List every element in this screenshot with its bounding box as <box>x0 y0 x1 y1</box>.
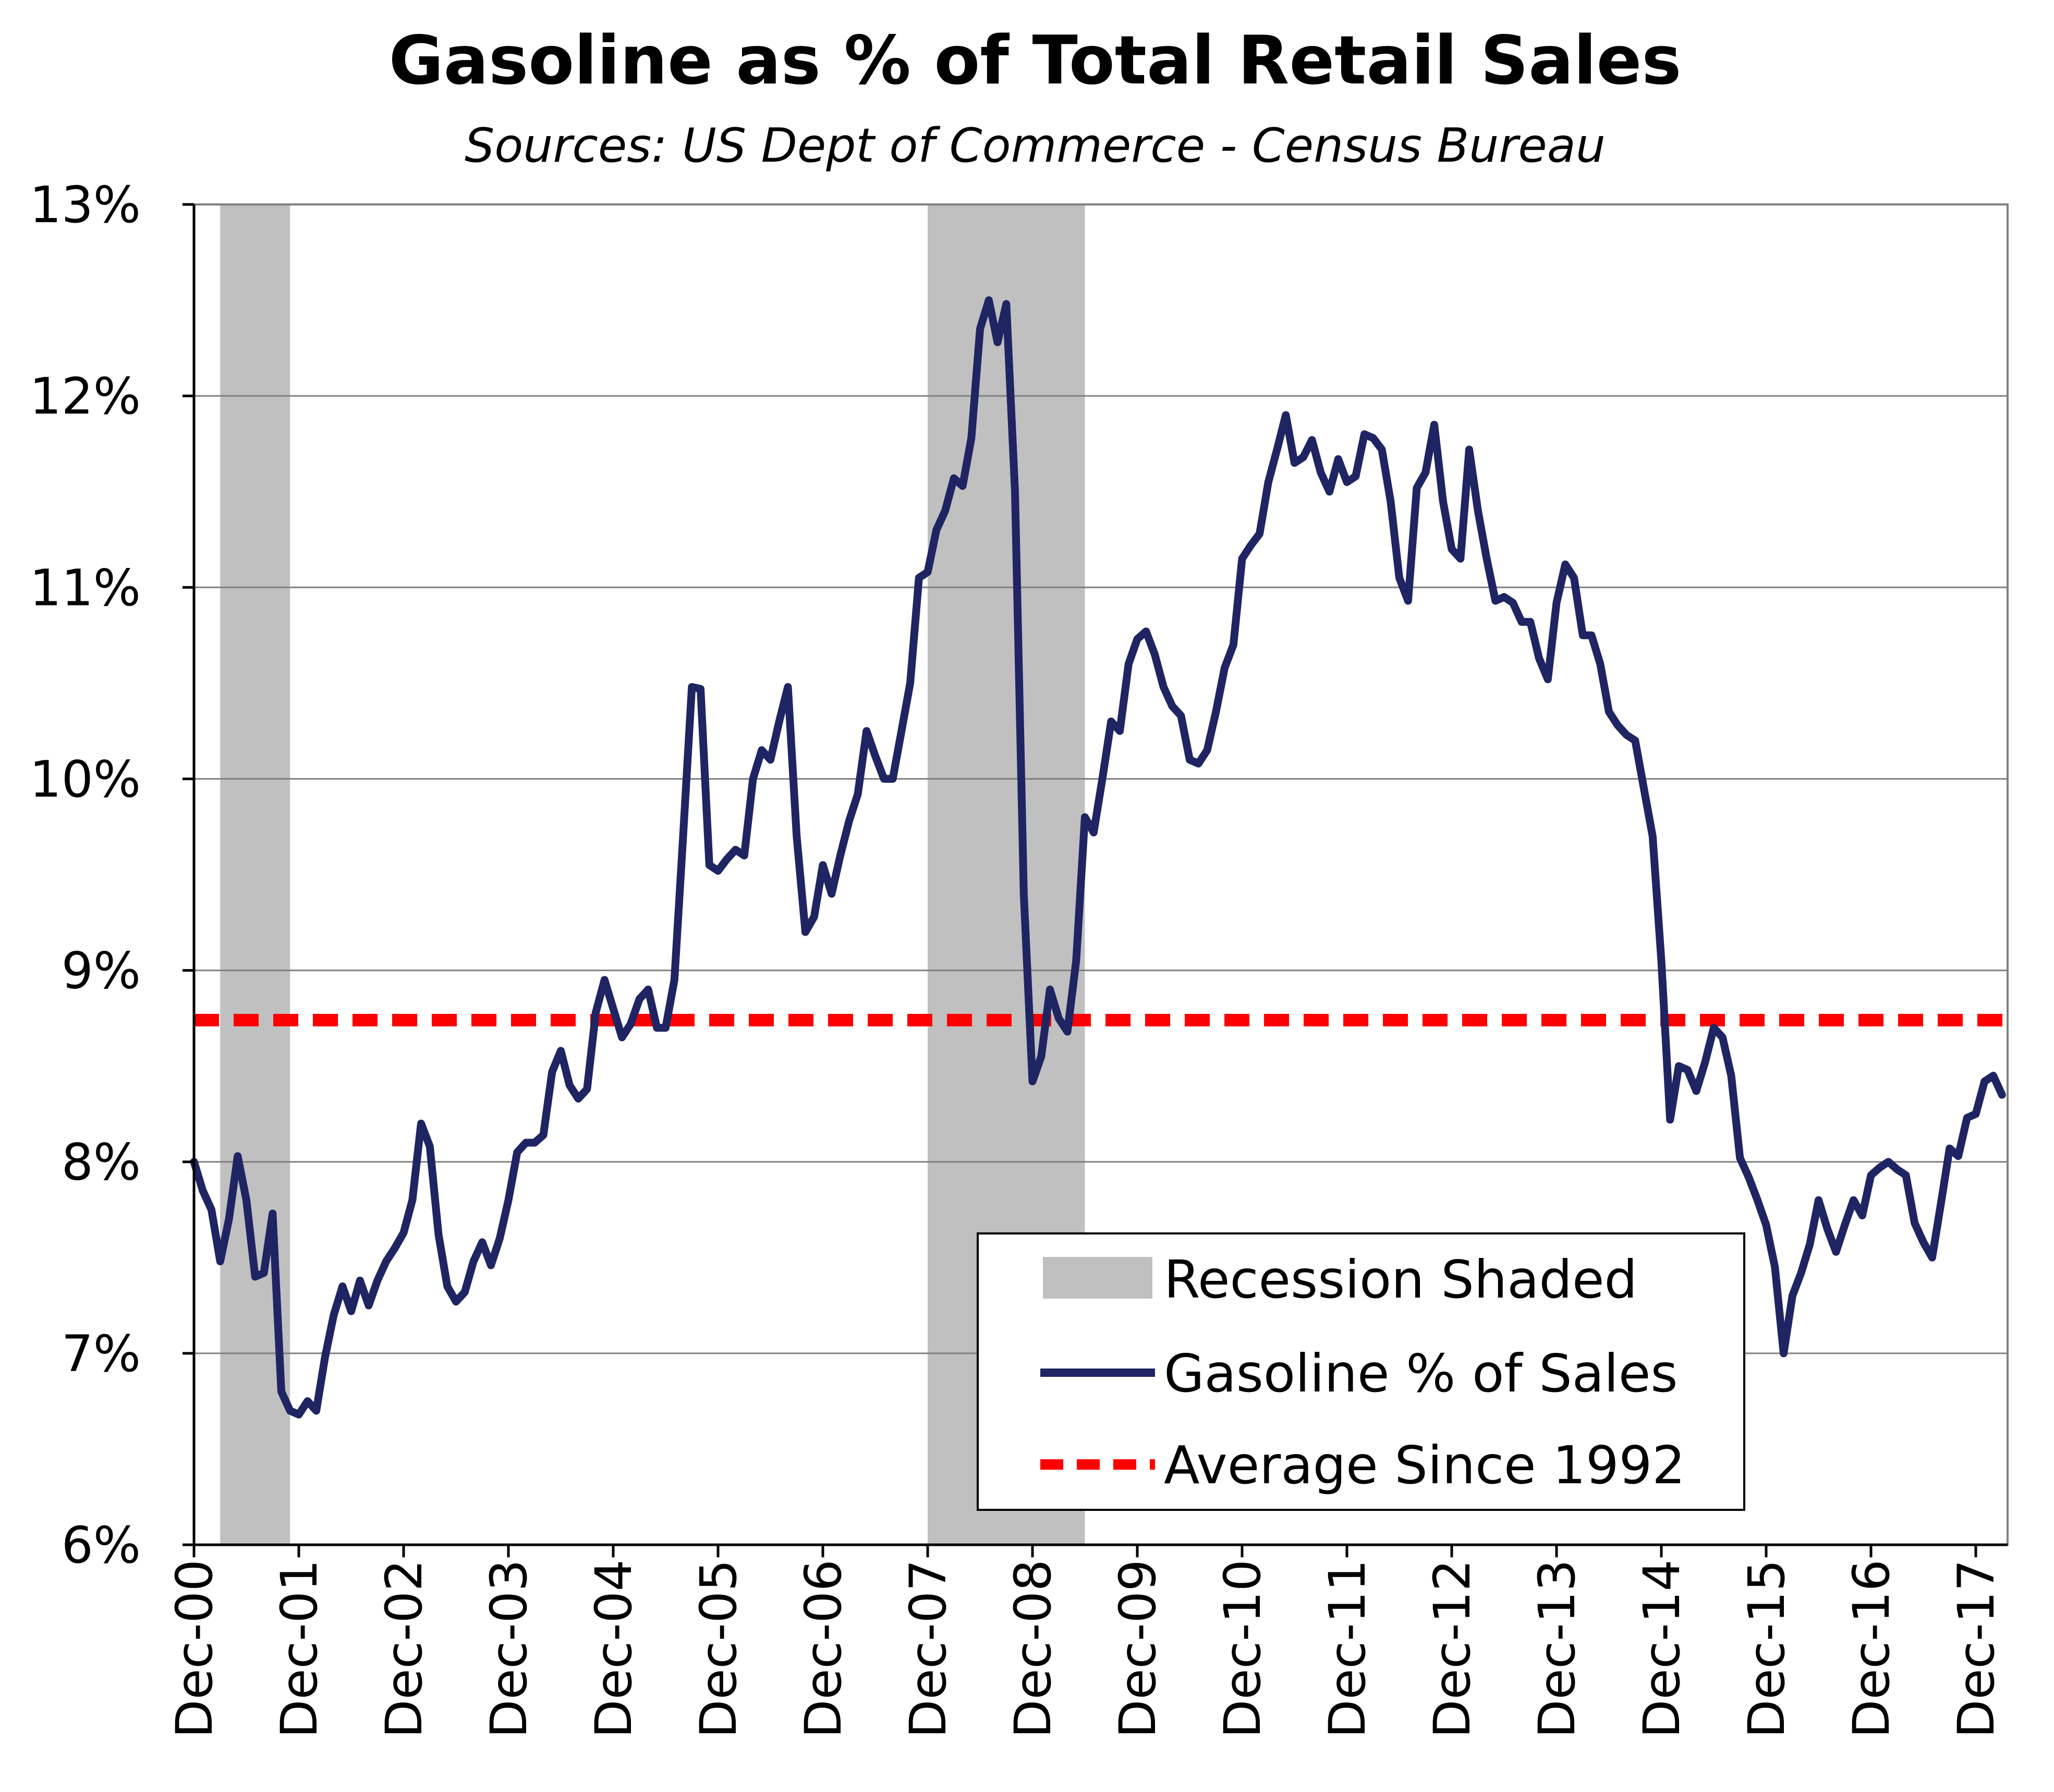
y-axis-tick-labels: 6% 7% 8% 9% 10% 11% 12% 13% <box>30 176 141 1575</box>
x-tick-label: Dec-04 <box>585 1559 643 1738</box>
y-tick-label: 6% <box>62 1516 141 1575</box>
x-tick-label: Dec-17 <box>1947 1559 2006 1738</box>
y-tick-label: 7% <box>62 1325 141 1383</box>
x-tick-label: Dec-15 <box>1737 1559 1796 1738</box>
x-tick-label: Dec-16 <box>1842 1559 1901 1738</box>
chart-subtitle: Sources: US Dept of Commerce - Census Bu… <box>465 118 1606 173</box>
recession-bands <box>220 204 1085 1545</box>
x-tick-label: Dec-12 <box>1423 1559 1481 1738</box>
x-axis-tick-labels: Dec-00 Dec-01 Dec-02 Dec-03 Dec-04 Dec-05 Dec-… <box>165 1559 2006 1738</box>
x-tick-label: Dec-05 <box>689 1559 748 1738</box>
y-tick-label: 12% <box>30 367 141 426</box>
x-tick-label: Dec-09 <box>1109 1559 1167 1738</box>
y-tick-label: 13% <box>30 176 141 234</box>
legend-label-average: Average Since 1992 <box>1164 1435 1685 1496</box>
x-tick-label: Dec-00 <box>165 1559 224 1738</box>
x-tick-label: Dec-03 <box>480 1559 538 1738</box>
x-tick-label: Dec-01 <box>270 1559 329 1738</box>
chart-title: Gasoline as % of Total Retail Sales <box>389 22 1682 100</box>
x-tick-label: Dec-06 <box>794 1559 853 1738</box>
legend-label-recession: Recession Shaded <box>1164 1249 1637 1310</box>
x-tick-label: Dec-14 <box>1633 1559 1691 1738</box>
legend: Recession Shaded Gasoline % of Sales Ave… <box>977 1232 1745 1511</box>
x-tick-label: Dec-02 <box>375 1559 433 1738</box>
series-layer <box>190 296 2006 1419</box>
x-tick-label: Dec-07 <box>899 1559 957 1738</box>
y-tick-label: 10% <box>30 750 141 808</box>
legend-swatch-recession <box>1043 1257 1152 1299</box>
series-line-gasoline <box>190 296 2006 1419</box>
legend-label-gasoline: Gasoline % of Sales <box>1164 1343 1678 1404</box>
y-tick-label: 8% <box>62 1133 141 1192</box>
x-tick-label: Dec-08 <box>1004 1559 1062 1738</box>
axes <box>183 203 2008 1557</box>
x-tick-label: Dec-10 <box>1213 1559 1272 1738</box>
y-tick-label: 9% <box>62 942 141 1000</box>
x-tick-label: Dec-11 <box>1318 1559 1377 1738</box>
y-tick-label: 11% <box>30 559 141 617</box>
gridlines <box>194 395 2008 1354</box>
x-tick-label: Dec-13 <box>1528 1559 1586 1738</box>
